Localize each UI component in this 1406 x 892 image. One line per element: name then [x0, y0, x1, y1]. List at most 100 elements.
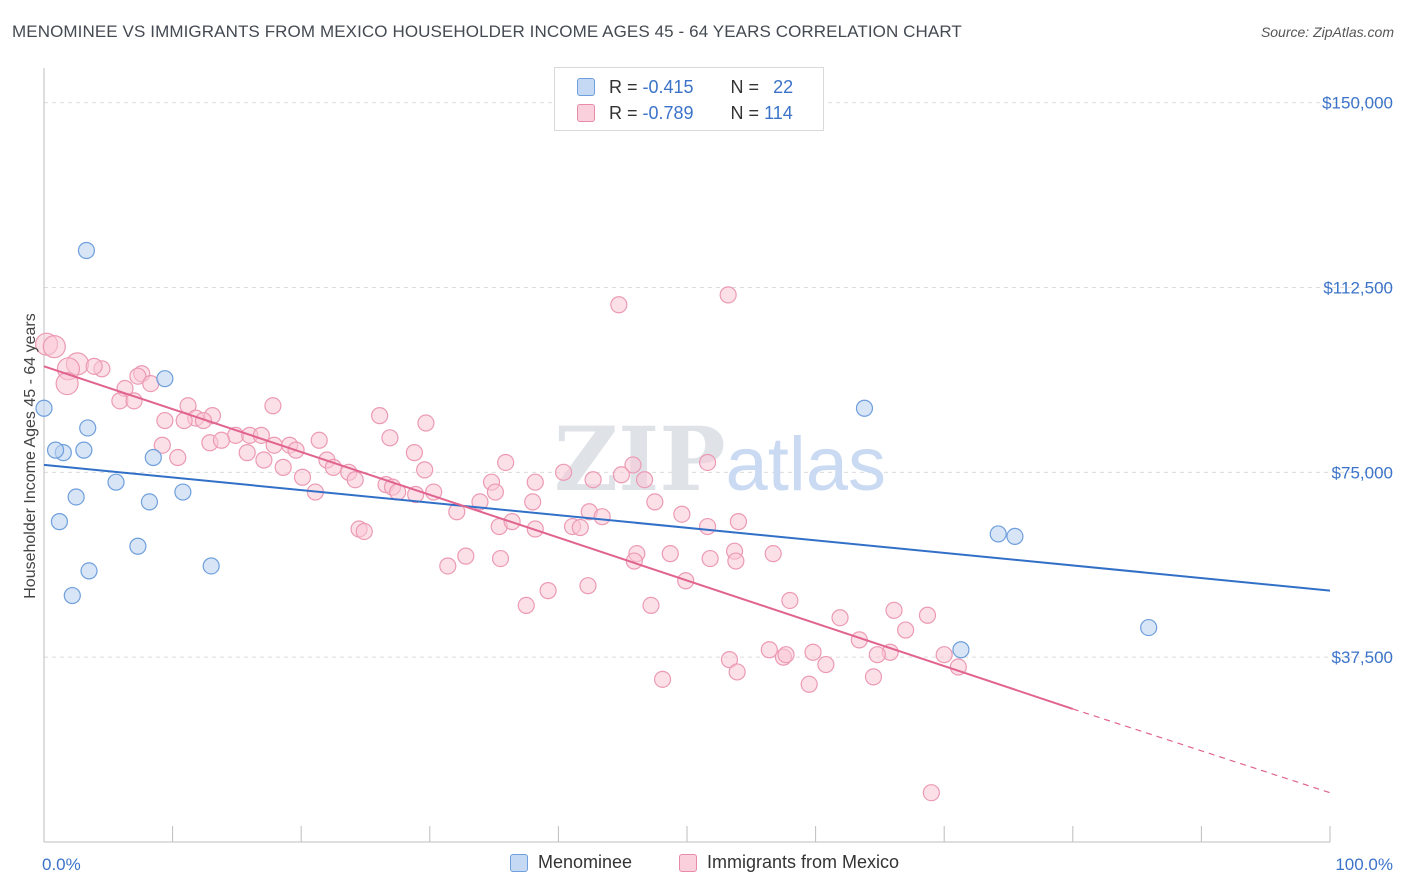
mexico-point	[238, 444, 256, 462]
menominee-point	[174, 483, 192, 501]
legend-row-mexico: R = -0.789 N = 114	[577, 101, 793, 125]
mexico-point	[653, 670, 672, 688]
trendlines	[43, 365, 1331, 794]
bottom-swatch-blue	[510, 853, 528, 872]
mexico-point	[457, 547, 475, 565]
legend-n-value: 22	[773, 76, 794, 97]
mexico-point	[554, 463, 573, 481]
mexico-point	[897, 621, 915, 639]
mexico-point	[486, 483, 504, 501]
mexico-point	[922, 784, 940, 802]
mexico-point	[346, 471, 364, 489]
legend-swatch-blue	[577, 78, 595, 96]
mexico-point	[935, 646, 953, 664]
mexico-point	[405, 444, 423, 462]
legend-r-value: -0.789	[642, 102, 694, 123]
pink-points	[34, 286, 967, 802]
mexico-point	[274, 458, 292, 476]
mexico-point	[194, 411, 213, 430]
mexico-point	[524, 493, 542, 511]
mexico-point	[42, 335, 66, 359]
source-label: Source: ZipAtlas.com	[1260, 24, 1394, 40]
menominee-point	[67, 488, 85, 506]
menominee-point	[50, 513, 69, 531]
mexico-point	[777, 646, 795, 664]
mexico-point	[310, 431, 328, 449]
mexico-point	[610, 296, 628, 314]
mexico-point	[719, 286, 737, 304]
y-ticks: $37,500 $75,000 $112,500 $150,000	[1322, 94, 1393, 668]
x-tick-label: 0.0%	[42, 855, 81, 874]
mexico-point	[471, 493, 489, 511]
menominee-point	[107, 473, 125, 491]
mexico-point	[800, 675, 818, 693]
mexico-point	[918, 606, 937, 624]
mexico-point	[642, 596, 660, 615]
mexico-point	[781, 591, 799, 610]
legend-n-label: N =	[730, 76, 760, 97]
menominee-point	[1006, 527, 1024, 546]
mexico-point	[949, 658, 967, 676]
chart-title: MENOMINEE VS IMMIGRANTS FROM MEXICO HOUS…	[12, 22, 962, 41]
gridlines	[44, 102, 1395, 658]
mexico-point	[661, 545, 679, 563]
mexico-point	[593, 508, 611, 526]
menominee-point	[144, 448, 162, 467]
menominee-point	[855, 399, 874, 417]
y-tick-label: $75,000	[1332, 463, 1393, 482]
legend-row-menominee: R = -0.415 N = 22	[577, 75, 793, 99]
mexico-point	[169, 448, 187, 467]
menominee-point	[79, 419, 97, 437]
watermark: ZIPatlas	[554, 407, 886, 511]
mexico-point	[497, 453, 515, 472]
y-tick-label: $150,000	[1322, 94, 1393, 113]
mexico-point	[381, 429, 399, 447]
mexico-point	[720, 651, 739, 669]
legend-n-value: 114	[764, 102, 793, 123]
x-ticks: 0.0% 100.0%	[42, 855, 1393, 874]
menominee-point	[202, 557, 220, 575]
mexico-point	[579, 577, 597, 595]
mexico-point	[153, 436, 171, 454]
mexico-point	[539, 582, 557, 600]
mexico-point	[439, 557, 457, 575]
menominee-point	[46, 441, 65, 459]
bottom-legend-menominee: Menominee	[510, 852, 632, 873]
legend-swatch-pink	[577, 104, 595, 122]
mexico-point	[646, 493, 664, 511]
legend-r-value: -0.415	[642, 76, 694, 97]
mexico-point	[55, 372, 79, 396]
mexico-point	[526, 473, 544, 491]
bottom-swatch-pink	[679, 853, 697, 872]
menominee-point	[35, 399, 53, 417]
mexico-point	[571, 518, 589, 537]
bottom-legend-label: Immigrants from Mexico	[707, 852, 900, 872]
mexico-point	[212, 431, 231, 449]
mexico-point	[868, 646, 886, 664]
menominee-point	[75, 441, 93, 459]
menominee-point	[80, 562, 98, 580]
mexico-point	[85, 357, 103, 375]
menominee-point	[140, 493, 159, 511]
mexico-point	[156, 411, 174, 430]
mexico-point	[698, 517, 717, 536]
menominee-point	[989, 525, 1007, 543]
y-axis-title: Householder Income Ages 45 - 64 years	[22, 313, 39, 599]
mexico-point	[729, 513, 748, 531]
y-tick-label: $37,500	[1332, 648, 1393, 667]
mexico-trendline-extension	[1072, 708, 1331, 794]
mexico-point	[864, 668, 883, 686]
mexico-point	[764, 545, 782, 563]
mexico-point	[698, 453, 717, 472]
mexico-point	[885, 601, 903, 619]
mexico-point	[760, 641, 778, 659]
menominee-point	[63, 586, 81, 605]
axes	[43, 68, 1331, 843]
menominee-point	[1140, 618, 1158, 637]
mexico-point	[728, 663, 746, 681]
mexico-point	[673, 505, 691, 523]
mexico-point	[425, 483, 443, 501]
mexico-point	[255, 451, 273, 469]
blue-points	[35, 241, 1158, 659]
